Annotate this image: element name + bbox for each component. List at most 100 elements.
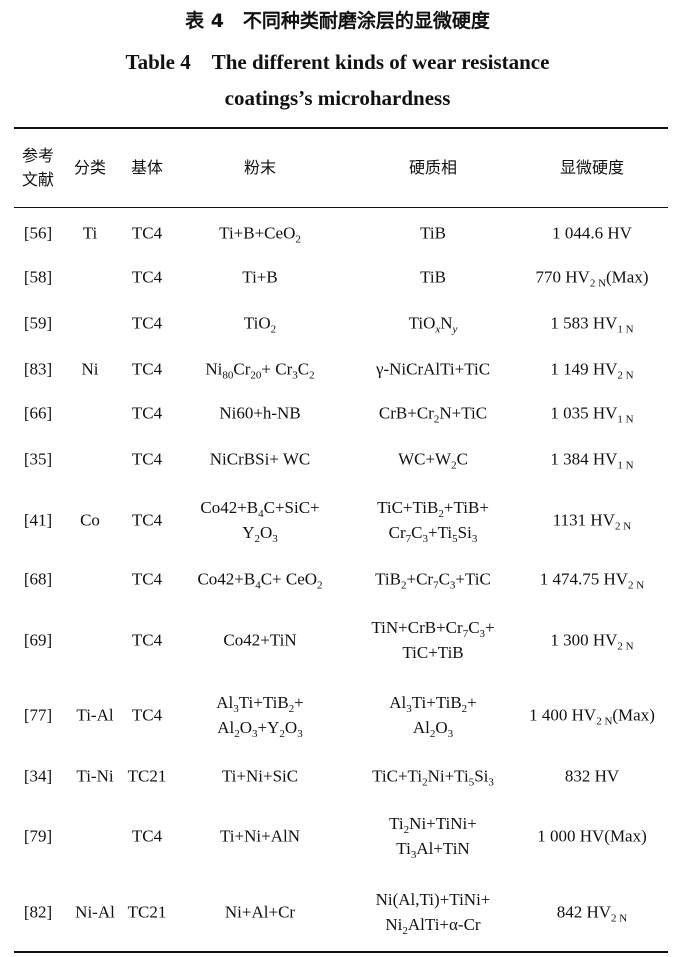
cell-powder-line: Ti+B bbox=[242, 267, 278, 287]
cell-base: TC4 bbox=[132, 703, 162, 728]
cell-hard-phase: WC+W2C bbox=[398, 447, 468, 472]
cell-base: TC4 bbox=[132, 401, 162, 426]
cell-ref-line: [68] bbox=[23, 569, 53, 589]
cell-hard-phase-line: TiOxNy bbox=[408, 313, 458, 336]
cell-powder-line: TiO2 bbox=[243, 313, 277, 336]
cell-powder-line: Ni+Al+Cr bbox=[224, 902, 296, 922]
cell-base: TC4 bbox=[132, 221, 162, 246]
cell-hard-phase: TiN+CrB+Cr7C3+ TiC+TiB bbox=[371, 615, 494, 665]
cell-microhardness: 770 HV2 N(Max) bbox=[536, 265, 649, 290]
cell-hard-phase: TiB bbox=[420, 221, 446, 246]
cell-microhardness: 1 149 HV2 N bbox=[550, 357, 633, 382]
cell-ref: [82] bbox=[24, 900, 52, 925]
cell-base: TC4 bbox=[132, 265, 162, 290]
cell-microhardness: 1 044.6 HV bbox=[552, 221, 632, 246]
cell-ref-line: [77] bbox=[23, 705, 53, 725]
cell-ref-line: [69] bbox=[23, 630, 53, 650]
cell-class-line: Ti-Al bbox=[76, 705, 114, 725]
cell-microhardness: 1 384 HV1 N bbox=[550, 447, 633, 472]
cell-hard-phase-line: TiN+CrB+Cr7C3+ bbox=[371, 618, 495, 640]
cell-hard-phase: TiOxNy bbox=[409, 311, 458, 336]
cell-powder: Ni+Al+Cr bbox=[225, 900, 295, 925]
cell-hard-phase-line: TiB bbox=[420, 267, 446, 287]
cell-powder: Co42+B4C+SiC+ Y2O3 bbox=[200, 495, 319, 545]
cell-class: Ti-Ni bbox=[76, 764, 113, 789]
cell-powder-line: Y2O3 bbox=[242, 523, 278, 545]
cell-class: Ti-Al bbox=[76, 703, 113, 728]
cell-class: Co bbox=[80, 508, 100, 533]
cell-ref-line: [34] bbox=[23, 766, 53, 786]
table-caption-en-line2: coatings’s microhardness bbox=[224, 86, 451, 110]
cell-class-line: Ni bbox=[81, 359, 99, 379]
cell-microhardness-line: 1 384 HV1 N bbox=[550, 449, 634, 472]
table-caption-en-line1: Table 4 The different kinds of wear resi… bbox=[125, 50, 550, 74]
cell-hard-phase: TiB bbox=[420, 265, 446, 290]
cell-ref-line: [41] bbox=[23, 510, 53, 530]
cell-base: TC4 bbox=[132, 311, 162, 336]
header-microhardness-line: 显微硬度 bbox=[559, 158, 625, 177]
cell-powder: Ni60+h-NB bbox=[219, 401, 300, 426]
cell-powder: Co42+B4C+ CeO2 bbox=[197, 567, 322, 592]
cell-ref: [59] bbox=[24, 311, 52, 336]
cell-powder-line: NiCrBSi+ WC bbox=[209, 449, 311, 469]
cell-class: Ni bbox=[82, 357, 99, 382]
cell-hard-phase-line: WC+W2C bbox=[398, 449, 468, 472]
header-rule bbox=[14, 207, 668, 208]
cell-powder: Ti+Ni+SiC bbox=[222, 764, 298, 789]
cell-powder-line: Co42+B4C+SiC+ bbox=[200, 498, 320, 520]
cell-hard-phase: Ti2Ni+TiNi+ Ti3Al+TiN bbox=[389, 811, 477, 861]
cell-ref: [79] bbox=[24, 824, 52, 849]
cell-ref-line: [56] bbox=[23, 223, 53, 243]
cell-powder: NiCrBSi+ WC bbox=[210, 447, 310, 472]
cell-microhardness: 842 HV2 N bbox=[557, 900, 628, 925]
cell-class: Ti bbox=[83, 221, 98, 246]
cell-powder-line: Ti+Ni+SiC bbox=[221, 766, 299, 786]
cell-base: TC4 bbox=[132, 357, 162, 382]
header-base-line: 基体 bbox=[130, 158, 164, 177]
cell-ref: [56] bbox=[24, 221, 52, 246]
cell-hard-phase: TiC+Ti2Ni+Ti5Si3 bbox=[372, 764, 494, 789]
cell-hard-phase-line: Ni(Al,Ti)+TiNi+ bbox=[375, 890, 491, 909]
cell-class: Ni-Al bbox=[75, 900, 115, 925]
cell-powder-line: Al2O3+Y2O3 bbox=[217, 718, 303, 740]
cell-hard-phase: Ni(Al,Ti)+TiNi+ Ni2AlTi+α-Cr bbox=[376, 887, 491, 937]
cell-microhardness: 832 HV bbox=[565, 764, 619, 789]
cell-base: TC21 bbox=[128, 764, 167, 789]
cell-ref-line: [82] bbox=[23, 902, 53, 922]
cell-class-line: Ti bbox=[82, 223, 98, 243]
cell-base-line: TC4 bbox=[131, 630, 163, 650]
header-ref-line: 文献 bbox=[21, 170, 55, 189]
cell-powder: TiO2 bbox=[244, 311, 276, 336]
cell-hard-phase-line: TiB bbox=[420, 223, 446, 243]
header-class-line: 分类 bbox=[73, 158, 107, 177]
cell-powder: Al3Ti+TiB2+ Al2O3+Y2O3 bbox=[216, 690, 304, 740]
cell-base-line: TC4 bbox=[131, 223, 163, 243]
cell-microhardness-line: 1 044.6 HV bbox=[552, 223, 632, 243]
table-caption-cn: 表 4 不同种类耐磨涂层的显微硬度 bbox=[185, 10, 490, 32]
cell-base: TC4 bbox=[132, 447, 162, 472]
cell-base: TC4 bbox=[132, 824, 162, 849]
cell-hard-phase-line: TiC+TiB2+TiB+ bbox=[377, 498, 489, 520]
bottom-rule bbox=[14, 951, 668, 953]
cell-hard-phase-line: Ni2AlTi+α-Cr bbox=[385, 915, 481, 937]
cell-hard-phase-line: TiC+TiB bbox=[402, 643, 464, 662]
cell-ref-line: [79] bbox=[23, 826, 53, 846]
cell-ref: [66] bbox=[24, 401, 52, 426]
cell-powder: Ti+B bbox=[242, 265, 277, 290]
header-hard-phase: 硬质相 bbox=[409, 156, 457, 180]
cell-ref: [35] bbox=[24, 447, 52, 472]
cell-hard-phase-line: Al2O3 bbox=[412, 718, 454, 740]
cell-microhardness-line: 770 HV2 N(Max) bbox=[535, 267, 649, 290]
cell-base-line: TC4 bbox=[131, 359, 163, 379]
cell-ref: [68] bbox=[24, 567, 52, 592]
cell-base-line: TC21 bbox=[127, 902, 167, 922]
cell-ref-line: [35] bbox=[23, 449, 53, 469]
cell-microhardness-line: 832 HV bbox=[564, 766, 620, 786]
cell-ref-line: [66] bbox=[23, 403, 53, 423]
cell-ref-line: [58] bbox=[23, 267, 53, 287]
top-rule bbox=[14, 127, 668, 129]
cell-ref: [34] bbox=[24, 764, 52, 789]
cell-microhardness: 1 583 HV1 N bbox=[550, 311, 633, 336]
header-microhardness: 显微硬度 bbox=[560, 156, 624, 180]
cell-hard-phase-line: Al3Ti+TiB2+ bbox=[389, 693, 477, 715]
